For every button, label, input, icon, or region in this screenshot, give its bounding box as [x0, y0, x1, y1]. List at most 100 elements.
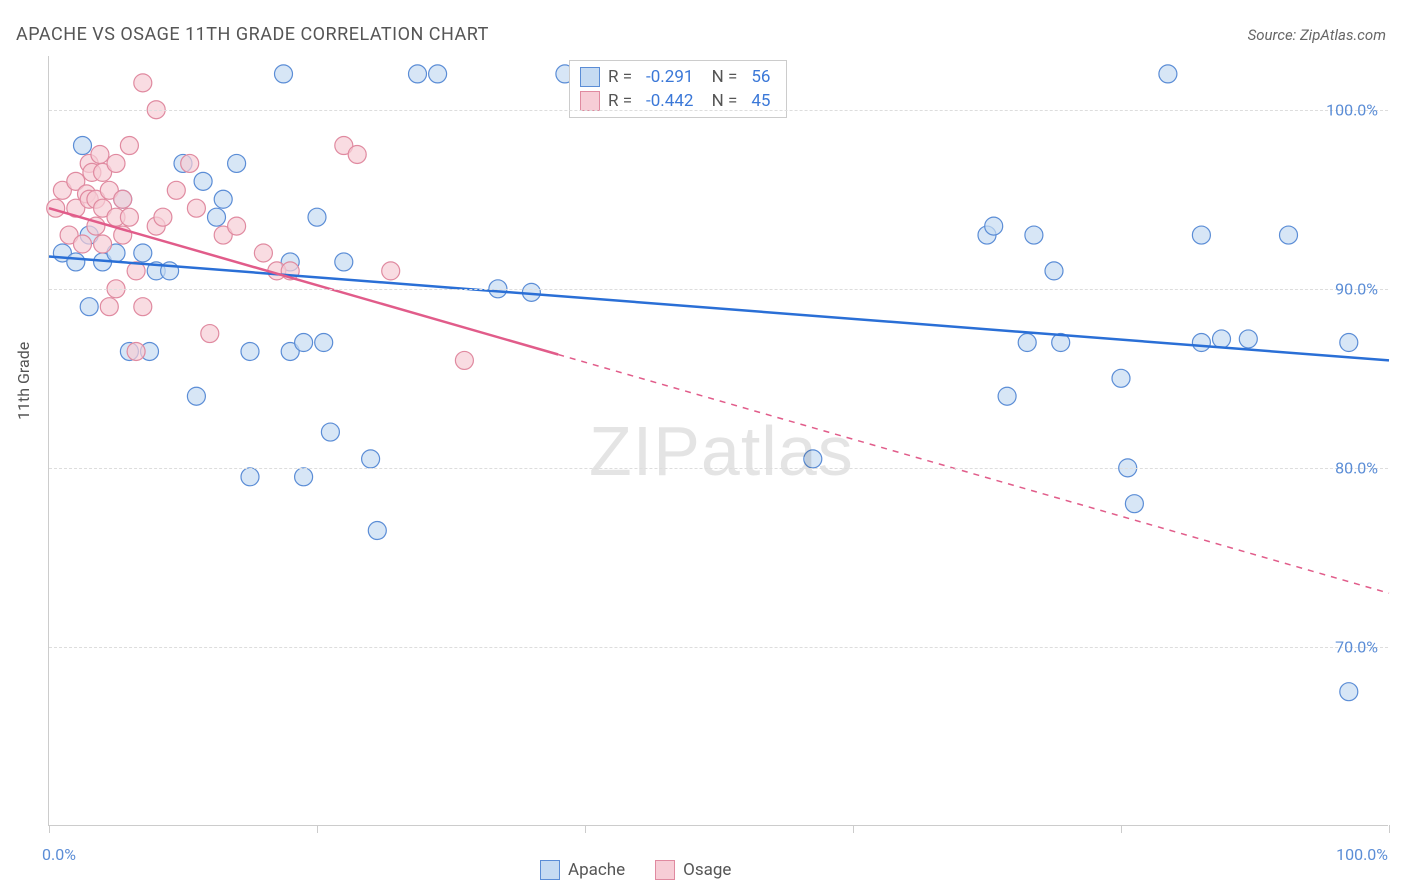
data-point [167, 181, 185, 199]
gridline [49, 647, 1388, 648]
data-point [368, 522, 386, 540]
legend-n-label: N = [707, 67, 737, 87]
legend-swatch [580, 91, 600, 111]
data-point [134, 74, 152, 92]
data-point [100, 298, 118, 316]
trend-line [49, 208, 558, 354]
data-point [321, 423, 339, 441]
series-legend: Apache Osage [540, 860, 731, 880]
data-point [228, 154, 246, 172]
data-point [429, 65, 447, 83]
data-point [1192, 226, 1210, 244]
data-point [134, 298, 152, 316]
data-point [181, 154, 199, 172]
x-tick [1121, 825, 1122, 833]
gridline [49, 110, 1388, 111]
data-point [214, 190, 232, 208]
y-tick-label: 70.0% [1335, 637, 1378, 656]
data-point [67, 253, 85, 271]
gridline [49, 289, 1388, 290]
data-point [187, 387, 205, 405]
data-point [107, 154, 125, 172]
watermark-thin: atlas [701, 412, 854, 490]
data-point [382, 262, 400, 280]
data-point [1112, 369, 1130, 387]
chart-container: APACHE VS OSAGE 11TH GRADE CORRELATION C… [0, 0, 1406, 892]
data-point [208, 208, 226, 226]
data-point [1159, 65, 1177, 83]
legend-row: R = -0.291 N = 56 [580, 65, 776, 89]
legend-n-label: N = [707, 91, 737, 111]
data-point [94, 235, 112, 253]
data-point [1280, 226, 1298, 244]
y-axis-label: 11th Grade [14, 342, 33, 420]
legend-n-value: 45 [751, 91, 770, 111]
source-attribution: Source: ZipAtlas.com [1248, 26, 1386, 44]
data-point [998, 387, 1016, 405]
legend-swatch [580, 67, 600, 87]
x-min-label: 0.0% [42, 845, 76, 864]
plot-area: ZIPatlas R =-0.291 N =56R =-0.442 N =45 … [48, 56, 1388, 826]
data-point [74, 235, 92, 253]
data-point [120, 137, 138, 155]
watermark-bold: ZIP [589, 412, 701, 490]
x-tick [585, 825, 586, 833]
legend-item: Osage [655, 860, 731, 880]
data-point [1213, 330, 1231, 348]
legend-r-label: R = [608, 91, 632, 111]
x-tick [317, 825, 318, 833]
data-point [127, 342, 145, 360]
legend-label: Osage [683, 860, 731, 880]
data-point [228, 217, 246, 235]
legend-swatch [540, 860, 560, 880]
data-point [409, 65, 427, 83]
data-point [1018, 334, 1036, 352]
data-point [315, 334, 333, 352]
data-point [74, 137, 92, 155]
y-tick-label: 90.0% [1335, 279, 1378, 298]
data-point [1340, 683, 1358, 701]
data-point [201, 325, 219, 343]
y-tick-label: 100.0% [1326, 100, 1378, 119]
data-point [295, 468, 313, 486]
legend-swatch [655, 860, 675, 880]
data-point [348, 145, 366, 163]
data-point [308, 208, 326, 226]
data-point [91, 145, 109, 163]
legend-item: Apache [540, 860, 625, 880]
data-point [241, 342, 259, 360]
data-point [1340, 334, 1358, 352]
legend-label: Apache [568, 860, 625, 880]
data-point [455, 351, 473, 369]
legend-r-value: -0.442 [646, 91, 693, 111]
data-point [187, 199, 205, 217]
data-point [1045, 262, 1063, 280]
chart-title: APACHE VS OSAGE 11TH GRADE CORRELATION C… [16, 24, 489, 45]
gridline [49, 468, 1388, 469]
legend-r-label: R = [608, 67, 632, 87]
data-point [114, 190, 132, 208]
x-max-label: 100.0% [1336, 845, 1388, 864]
data-point [254, 244, 272, 262]
data-point [134, 244, 152, 262]
legend-r-value: -0.291 [646, 67, 693, 87]
data-point [154, 208, 172, 226]
legend-n-value: 56 [751, 67, 770, 87]
data-point [335, 253, 353, 271]
data-point [120, 208, 138, 226]
data-point [275, 65, 293, 83]
data-point [1239, 330, 1257, 348]
data-point [1125, 495, 1143, 513]
x-tick [853, 825, 854, 833]
watermark: ZIPatlas [589, 411, 854, 491]
data-point [295, 334, 313, 352]
data-point [241, 468, 259, 486]
x-tick [1389, 825, 1390, 833]
data-point [80, 298, 98, 316]
data-point [985, 217, 1003, 235]
y-tick-label: 80.0% [1335, 458, 1378, 477]
data-point [1192, 334, 1210, 352]
x-tick [49, 825, 50, 833]
data-point [194, 172, 212, 190]
data-point [1025, 226, 1043, 244]
